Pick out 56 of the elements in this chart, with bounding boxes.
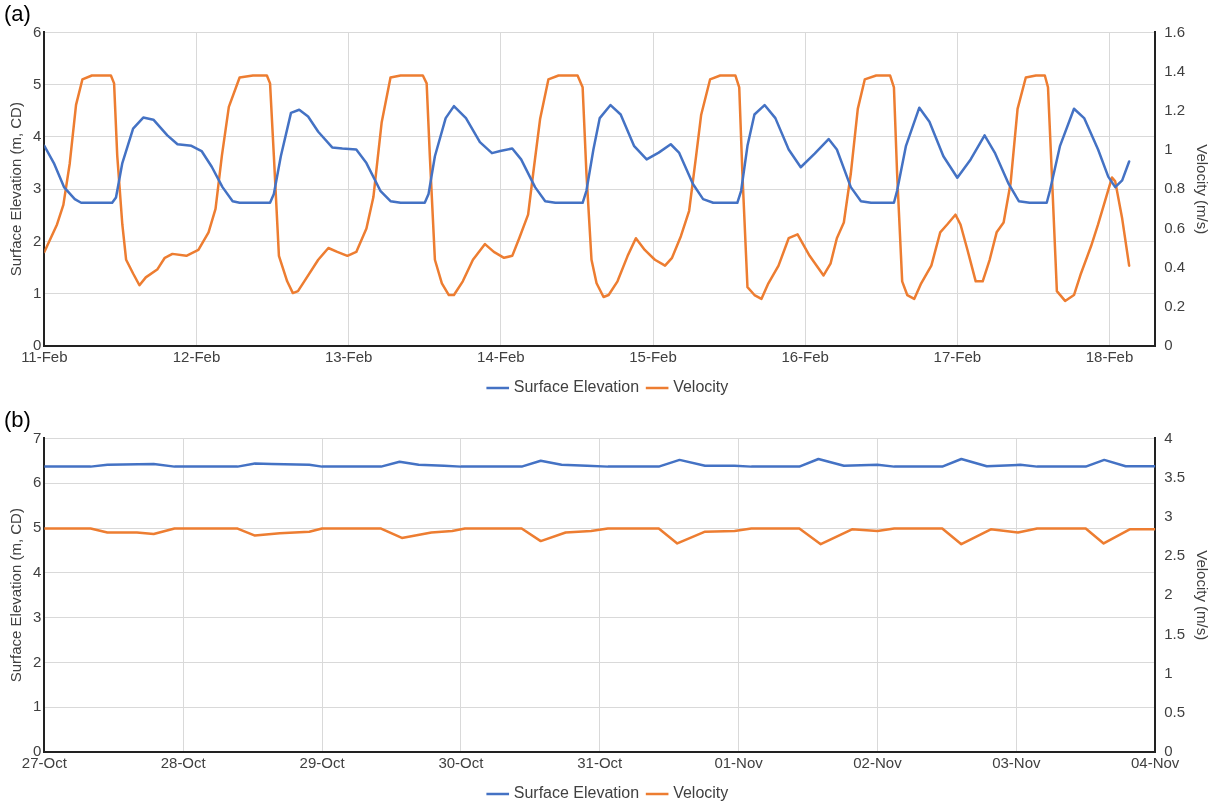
y2-tick-label: 1.6 (1164, 22, 1186, 40)
y2-tick-label: 1.4 (1164, 61, 1186, 79)
chart-title: (a) (4, 1, 31, 27)
x-tick-label: 14-Feb (477, 348, 525, 366)
y-tick-label: 1 (33, 697, 42, 715)
y2-tick-label: 0.2 (1164, 296, 1186, 314)
x-tick-label: 12-Feb (172, 348, 221, 366)
y-tick-label: 4 (33, 127, 42, 145)
x-tick-label: 02-Nov (853, 754, 903, 772)
y2-tick-label: 3.5 (1164, 467, 1186, 485)
y2-tick-label: 0.8 (1164, 179, 1186, 197)
y-tick-label: 6 (33, 473, 42, 491)
y2-tick-label: 0.4 (1164, 257, 1186, 275)
x-tick-label: 29-Oct (299, 754, 346, 772)
chart-title: (b) (4, 407, 31, 433)
legend-label: Velocity (673, 378, 729, 396)
x-tick-label: 16-Feb (781, 348, 829, 366)
y-tick-label: 5 (33, 74, 42, 92)
x-tick-label: 18-Feb (1085, 348, 1134, 366)
y2-axis-title: Velocity (m/s) (1193, 144, 1211, 235)
x-tick-label: 01-Nov (714, 754, 764, 772)
x-tick-label: 28-Oct (160, 754, 207, 772)
y2-tick-label: 1.5 (1164, 624, 1186, 642)
y-tick-label: 3 (33, 179, 42, 197)
y2-tick-label: 2.5 (1164, 546, 1186, 564)
legend-label: Surface Elevation (513, 378, 640, 396)
y2-tick-label: 3 (1164, 506, 1173, 524)
x-tick-label: 17-Feb (933, 348, 982, 366)
x-tick-label: 03-Nov (992, 754, 1041, 772)
y-tick-label: 3 (33, 607, 42, 625)
y-tick-label: 0 (33, 336, 42, 354)
x-tick-label: 13-Feb (324, 348, 373, 366)
y2-tick-label: 1 (1164, 663, 1173, 681)
legend-label: Surface Elevation (513, 784, 640, 802)
y-tick-label: 7 (33, 428, 42, 446)
y2-tick-label: 0 (1164, 336, 1173, 354)
y-tick-label: 6 (33, 22, 42, 40)
y-tick-label: 2 (33, 652, 42, 670)
y-axis-title: Surface Elevation (m, CD) (7, 102, 25, 277)
y2-axis-title: Velocity (m/s) (1193, 550, 1211, 641)
x-tick-label: 30-Oct (438, 754, 485, 772)
x-tick-label: 31-Oct (577, 754, 624, 772)
y-tick-label: 1 (33, 283, 42, 301)
x-tick-label: 15-Feb (629, 348, 677, 366)
y2-tick-label: 2 (1164, 585, 1173, 603)
legend-label: Velocity (673, 784, 729, 802)
y2-tick-label: 1 (1164, 140, 1173, 158)
y-tick-label: 5 (33, 518, 42, 536)
y2-tick-label: 0.6 (1164, 218, 1186, 236)
y2-tick-label: 4 (1164, 428, 1173, 446)
y-tick-label: 4 (33, 562, 42, 580)
y2-tick-label: 0.5 (1164, 702, 1186, 720)
y2-tick-label: 1.2 (1164, 100, 1186, 118)
y-axis-title: Surface Elevation (m, CD) (7, 508, 25, 683)
y-tick-label: 2 (33, 231, 42, 249)
y2-tick-label: 0 (1164, 742, 1173, 760)
